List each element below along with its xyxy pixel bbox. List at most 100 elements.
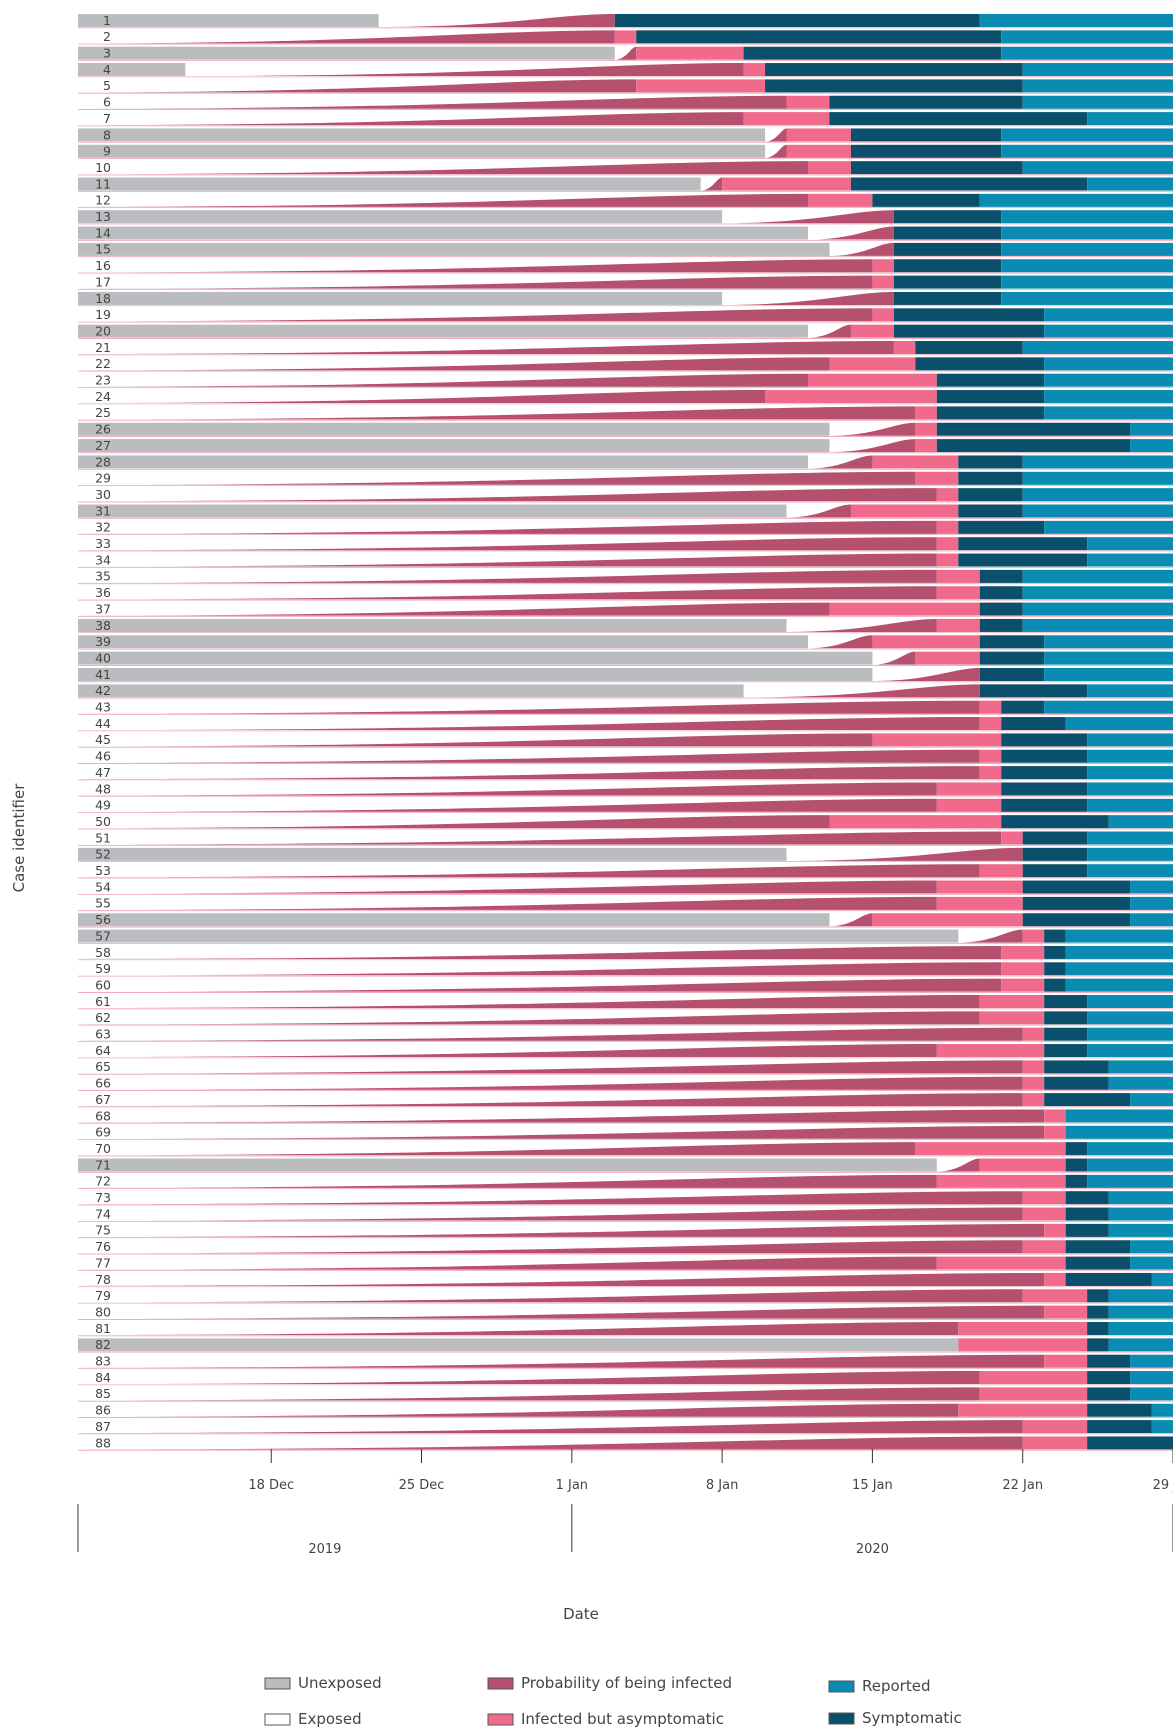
- case-id-label: 10: [95, 160, 111, 175]
- legend-swatch: [828, 1712, 855, 1725]
- symptomatic-bar: [1044, 962, 1066, 976]
- case-id-label: 25: [95, 405, 111, 420]
- asymptomatic-bar: [979, 995, 1045, 1008]
- case-row: [78, 1027, 1173, 1042]
- infection-probability-wedge: [743, 684, 980, 698]
- case-id-label: 51: [95, 830, 111, 845]
- reported-bar: [1151, 1420, 1173, 1434]
- infection-probability-wedge: [78, 945, 1002, 959]
- reported-bar: [1022, 488, 1173, 502]
- asymptomatic-bar: [808, 373, 937, 387]
- asymptomatic-bar: [936, 488, 959, 502]
- x-axis: 18 Dec 25 Dec 1 Jan 8 Jan 15 Jan 22 Jan 29 Jan…: [77, 1449, 1173, 1557]
- infection-probability-wedge: [936, 1158, 980, 1172]
- case-row: [78, 978, 1173, 993]
- symptomatic-bar: [614, 14, 980, 27]
- case-id-label: 31: [95, 503, 111, 518]
- case-row: [78, 30, 1173, 45]
- reported-bar: [1044, 357, 1173, 371]
- year-label: 2019: [308, 1542, 341, 1557]
- reported-bar: [1044, 308, 1173, 322]
- asymptomatic-bar: [808, 193, 873, 207]
- reported-bar: [1087, 177, 1173, 191]
- asymptomatic-bar: [979, 749, 1002, 763]
- symptomatic-bar: [636, 30, 1002, 44]
- infection-probability-wedge: [958, 929, 1023, 943]
- symptomatic-bar: [1044, 945, 1066, 959]
- symptomatic-bar: [1065, 1272, 1152, 1286]
- case-row: [78, 1109, 1173, 1124]
- symptomatic-bar: [1022, 880, 1131, 894]
- symptomatic-bar: [979, 635, 1045, 649]
- case-id-label: 24: [95, 389, 111, 404]
- symptomatic-bar: [958, 504, 1023, 518]
- unexposed-bar: [78, 618, 787, 632]
- legend-item-probability: Probability of being infected: [487, 1674, 732, 1692]
- infection-probability-wedge: [78, 962, 1002, 976]
- symptomatic-bar: [1065, 1174, 1088, 1188]
- asymptomatic-bar: [872, 455, 959, 469]
- symptomatic-bar: [1001, 717, 1066, 731]
- case-row: [78, 455, 1173, 470]
- case-row: [78, 913, 1173, 928]
- case-row: [78, 1223, 1173, 1239]
- reported-bar: [1022, 79, 1173, 93]
- infection-probability-wedge: [786, 504, 851, 518]
- symptomatic-bar: [1065, 1158, 1088, 1172]
- reported-bar: [1130, 422, 1173, 436]
- infection-probability-wedge: [78, 488, 937, 502]
- reported-bar: [1001, 226, 1173, 240]
- case-row: [78, 668, 1173, 683]
- symptomatic-bar: [1022, 913, 1131, 927]
- asymptomatic-bar: [936, 586, 980, 600]
- symptomatic-bar: [1044, 1011, 1088, 1025]
- asymptomatic-bar: [829, 357, 916, 371]
- case-row: [78, 1011, 1173, 1026]
- infection-probability-wedge: [829, 913, 873, 927]
- infection-probability-wedge: [78, 520, 937, 534]
- case-row: [78, 14, 1173, 29]
- case-id-label: 65: [95, 1059, 111, 1074]
- case-row: [78, 488, 1173, 503]
- symptomatic-bar: [979, 651, 1045, 665]
- asymptomatic-bar: [936, 537, 959, 551]
- infection-probability-wedge: [78, 1044, 937, 1058]
- symptomatic-bar: [893, 210, 1002, 224]
- case-row: [78, 161, 1173, 176]
- case-row: [78, 1272, 1173, 1288]
- unexposed-bar: [78, 913, 830, 927]
- case-row: [78, 815, 1173, 830]
- reported-bar: [1087, 1142, 1173, 1156]
- infection-probability-wedge: [78, 1191, 1023, 1205]
- reported-bar: [1151, 1403, 1173, 1417]
- case-id-label: 59: [95, 961, 111, 976]
- case-row: [78, 144, 1173, 160]
- infection-probability-wedge: [829, 439, 916, 453]
- case-id-label: 37: [95, 601, 111, 616]
- infection-probability-wedge: [78, 193, 808, 207]
- asymptomatic-bar: [636, 79, 766, 93]
- unexposed-bar: [78, 1338, 959, 1352]
- case-row: [78, 733, 1173, 748]
- case-row: [78, 177, 1173, 192]
- asymptomatic-bar: [850, 504, 959, 518]
- asymptomatic-bar: [1022, 929, 1045, 943]
- asymptomatic-bar: [1022, 1027, 1045, 1041]
- case-row: [78, 717, 1173, 732]
- infection-probability-wedge: [78, 1354, 1045, 1368]
- case-row: [78, 422, 1173, 437]
- x-tick-label: 29 Jan: [1153, 1478, 1173, 1493]
- asymptomatic-bar: [979, 864, 1023, 878]
- case-id-label: 82: [95, 1337, 111, 1352]
- reported-bar: [1001, 242, 1173, 256]
- symptomatic-bar: [1022, 847, 1088, 861]
- case-id-label: 75: [95, 1223, 111, 1238]
- asymptomatic-bar: [915, 422, 937, 436]
- asymptomatic-bar: [936, 618, 980, 632]
- infection-probability-wedge: [78, 259, 873, 273]
- unexposed-bar: [78, 177, 701, 191]
- symptomatic-bar: [979, 668, 1045, 681]
- case-id-label: 36: [95, 585, 111, 600]
- asymptomatic-bar: [1044, 1305, 1088, 1319]
- reported-bar: [1108, 1305, 1173, 1319]
